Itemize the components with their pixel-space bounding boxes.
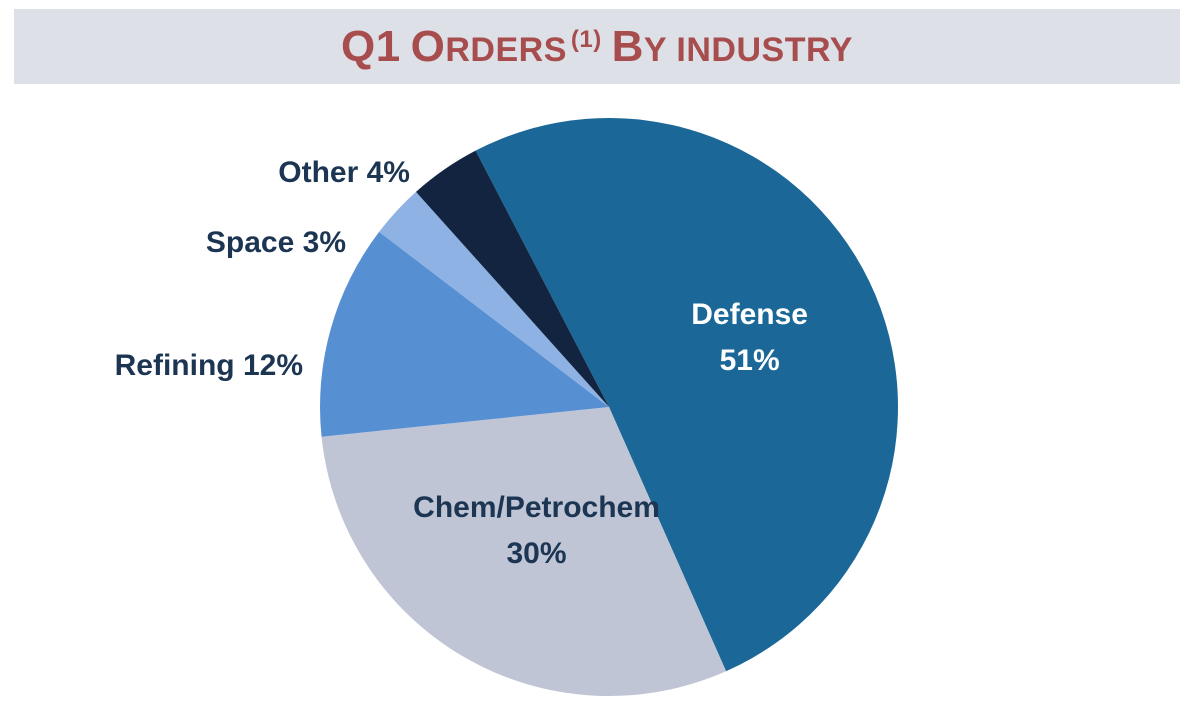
slice-label-refining: Refining 12% [115,349,303,382]
slice-label-defense-line-1: Defense [691,298,808,331]
title-word-orders-rest: RDERS [445,30,567,69]
pie-slices [320,118,898,697]
slice-label-other: Other 4% [278,156,410,189]
slice-label-chem-petrochem-line-1: Chem/Petrochem [413,491,660,524]
title-word-by-initial: B [611,21,644,71]
title-word-by-industry-rest: Y INDUSTRY [643,30,853,69]
pie-slice-defense [475,118,898,672]
slice-label-space: Space 3% [206,226,346,259]
pie-slice-refining [320,231,609,437]
slice-label-chem-petrochem-line-2: 30% [507,537,567,570]
title-band: Q1 ORDERS (1) BY INDUSTRY [14,9,1180,84]
pie-slice-space [379,191,609,407]
chart-title: Q1 ORDERS (1) BY INDUSTRY [341,22,853,72]
pie-labels: Defense 51% Chem/Petrochem 30% Refining 12% S… [115,156,808,570]
pie-slice-chem-petrochem [321,407,727,697]
title-footnote-marker: (1) [570,25,602,53]
title-word-q1: Q1 [341,21,401,71]
title-word-orders-initial: O [410,21,446,71]
pie-slice-other [415,150,609,407]
slice-label-defense-line-2: 51% [720,344,780,377]
